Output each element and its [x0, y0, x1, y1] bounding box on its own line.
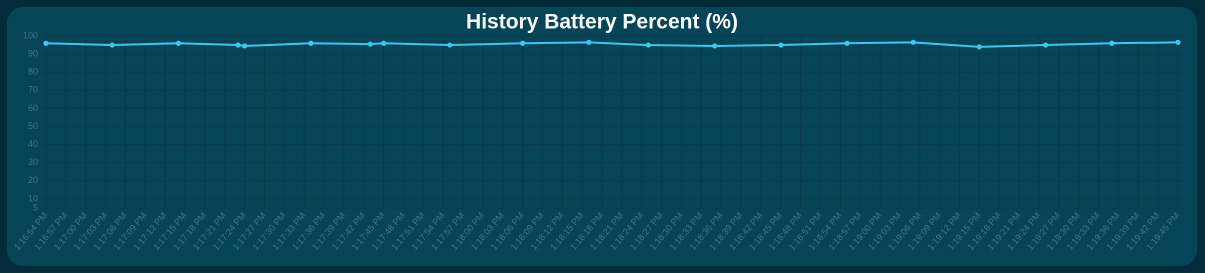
y-tick-label: 10 [28, 193, 38, 203]
y-tick-label: 60 [28, 103, 38, 113]
point [778, 42, 784, 48]
y-tick-label: 50 [28, 121, 38, 131]
y-tick-label: 80 [28, 67, 38, 77]
point [308, 40, 314, 46]
y-tick-label: 20 [28, 175, 38, 185]
point [1109, 40, 1115, 46]
point [235, 42, 241, 48]
point [586, 39, 592, 45]
point [910, 39, 916, 45]
point [645, 42, 652, 48]
point [447, 42, 453, 48]
point [241, 43, 248, 49]
point [175, 40, 181, 46]
point [1043, 42, 1049, 48]
point [367, 41, 373, 47]
point [43, 40, 49, 46]
point [712, 43, 718, 49]
point [1175, 39, 1181, 45]
y-tick-label: 90 [28, 48, 38, 58]
point [520, 40, 526, 46]
point [976, 44, 983, 50]
y-tick-label: 100 [23, 30, 38, 40]
point [844, 40, 850, 46]
y-tick-label: 40 [28, 139, 38, 149]
y-tick-label: 70 [28, 85, 38, 95]
point [109, 42, 115, 48]
chart-title: History Battery Percent (%) [466, 11, 738, 34]
y-tick-label: 5 [33, 202, 38, 212]
y-tick-label: 30 [28, 157, 38, 167]
point [381, 40, 387, 46]
